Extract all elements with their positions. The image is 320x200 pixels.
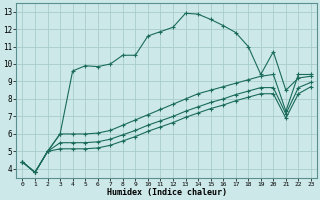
X-axis label: Humidex (Indice chaleur): Humidex (Indice chaleur) [107,188,227,197]
